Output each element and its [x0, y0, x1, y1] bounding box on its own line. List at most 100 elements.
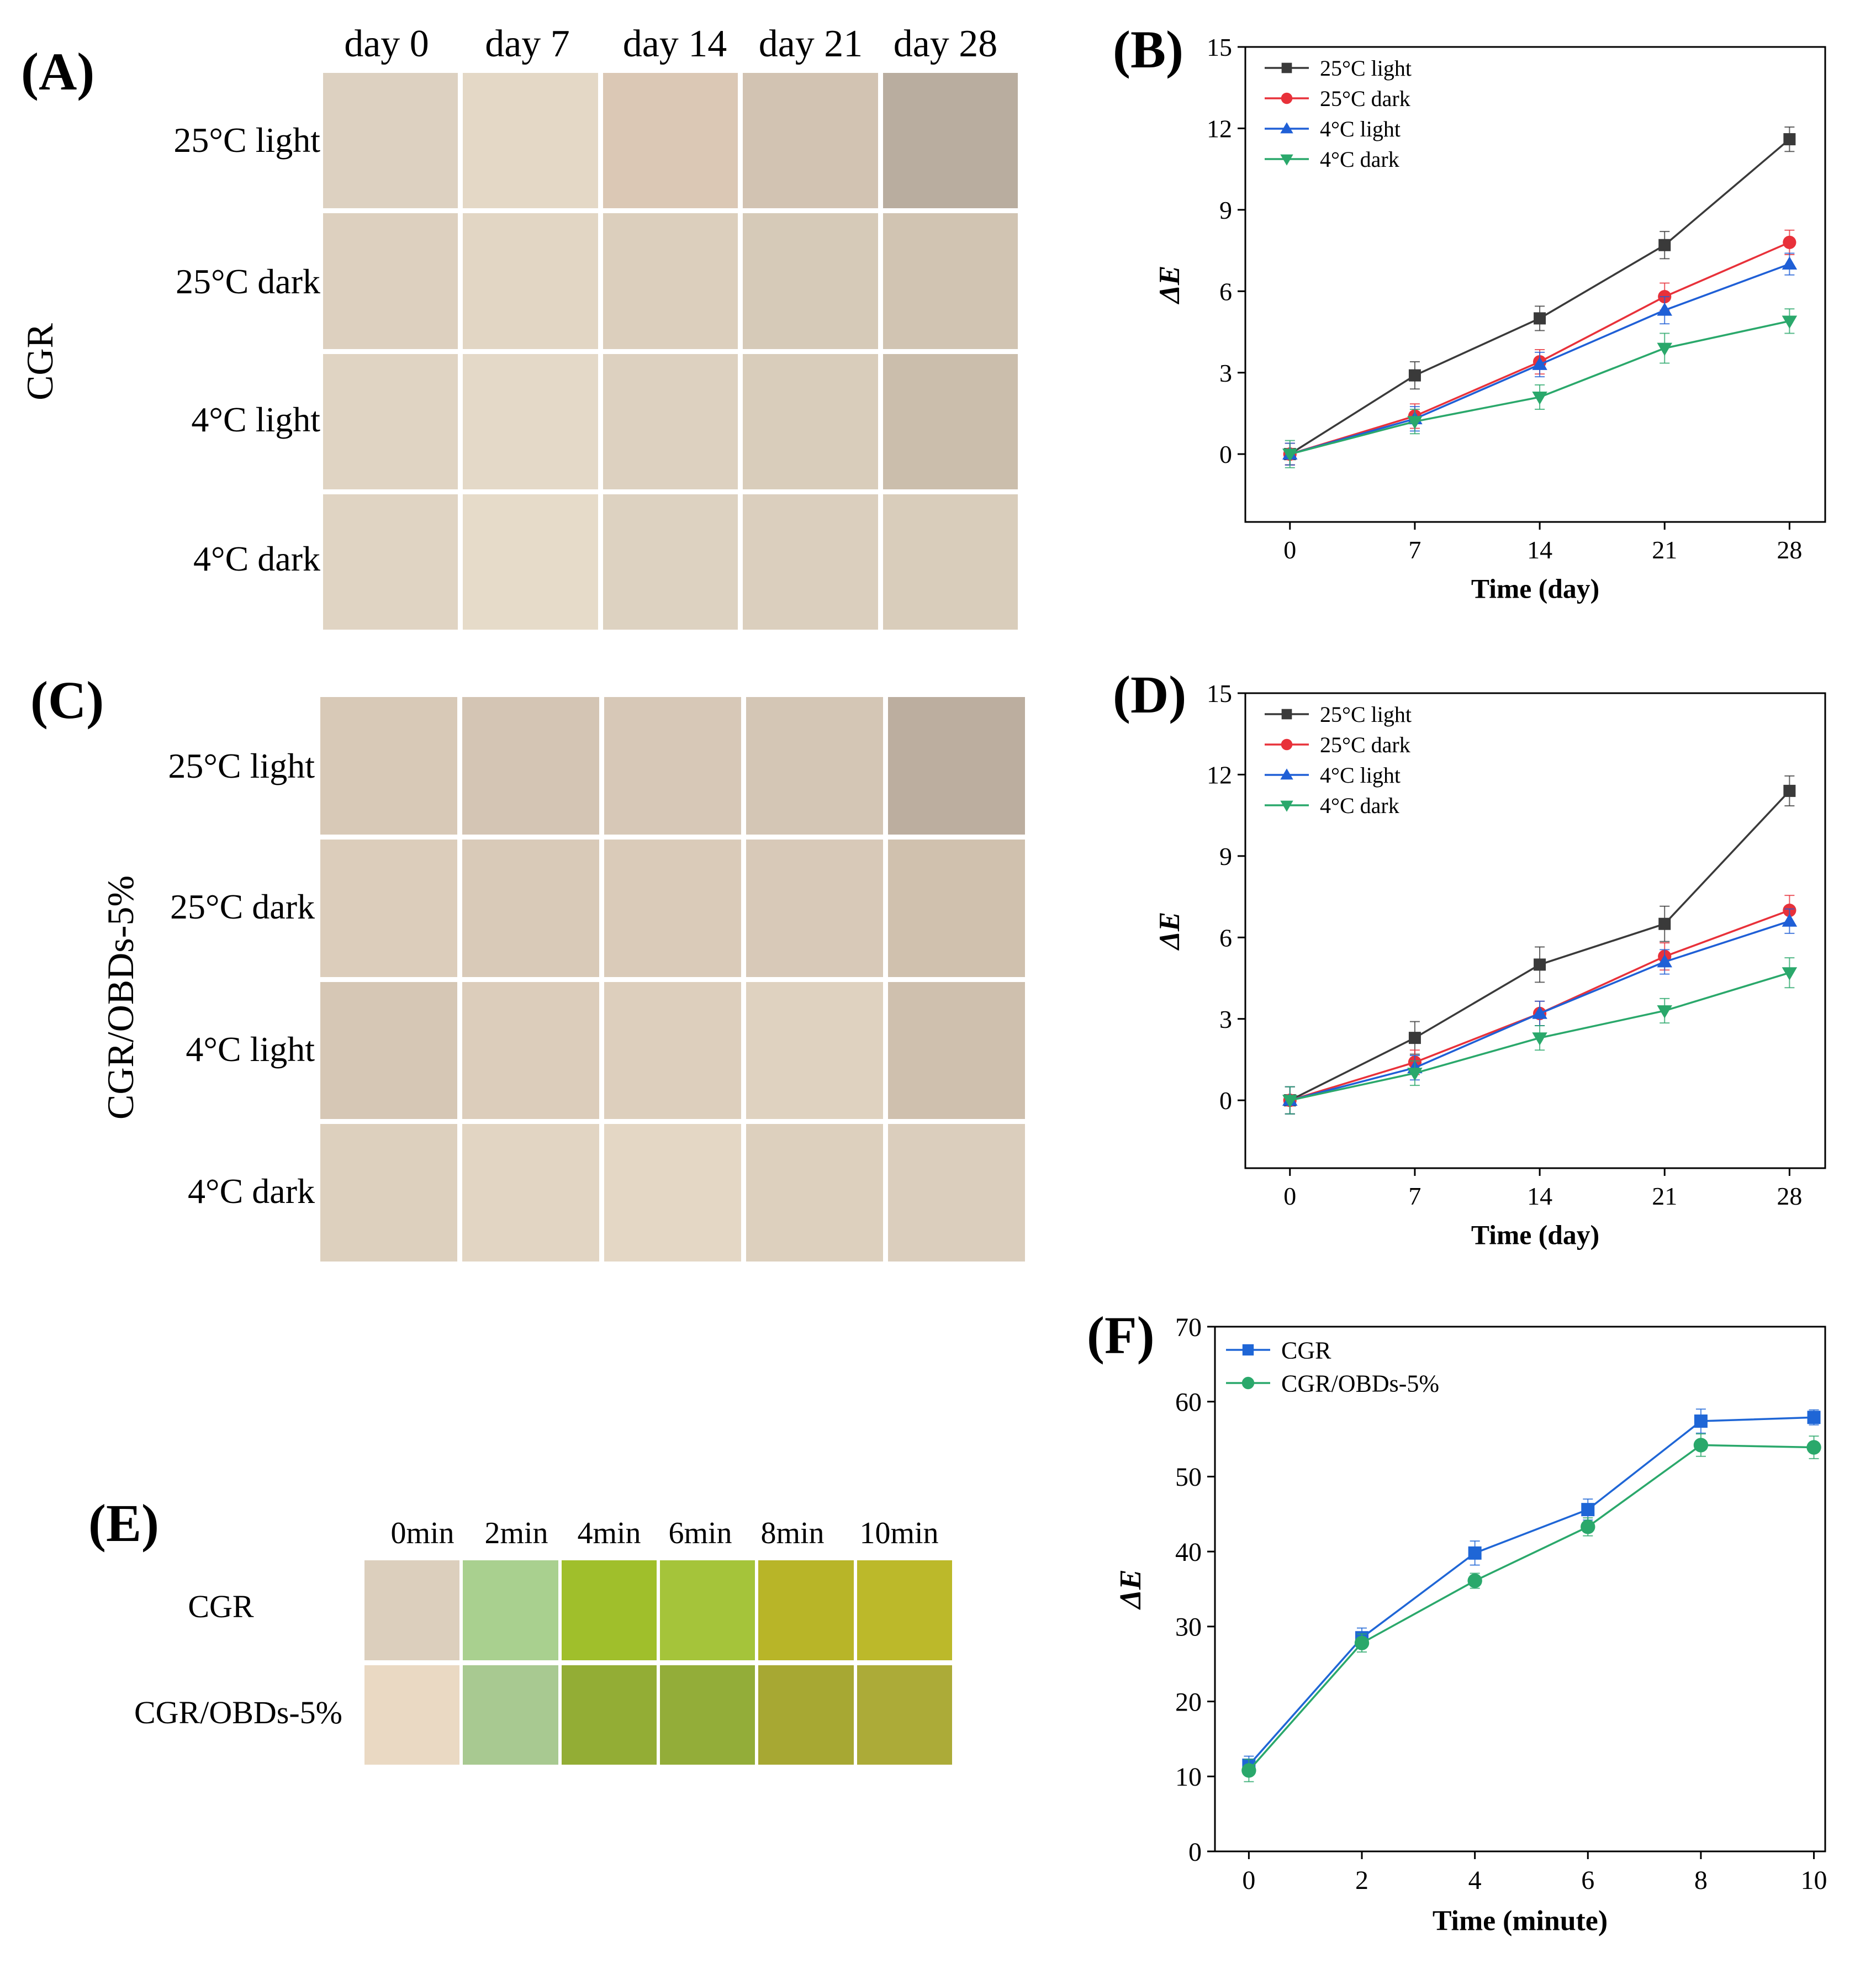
panel-a-swatch-r2-c5	[882, 213, 1018, 349]
panel-c-swatch-r4-c5	[888, 1124, 1025, 1262]
data-point	[1782, 914, 1798, 927]
data-point	[1408, 369, 1421, 382]
series-line	[1248, 1416, 1814, 1766]
series-CGR/OBDs-5%	[1241, 1433, 1821, 1782]
panel-e-swatch-r2-c1	[364, 1665, 460, 1765]
legend-marker	[1280, 122, 1293, 134]
data-point	[1783, 784, 1796, 797]
x-tick-label: 0	[1283, 1182, 1296, 1210]
data-point	[1407, 416, 1423, 429]
y-axis-label: ΔE	[1113, 1569, 1147, 1609]
data-point	[1581, 1503, 1595, 1517]
x-axis-label: Time (day)	[1471, 573, 1599, 604]
panel-a-row-header: 25°C light	[173, 120, 320, 160]
legend: CGR CGR/OBDs-5%	[1226, 1337, 1439, 1397]
panel-e-swatch-r1-c6	[857, 1560, 952, 1660]
x-axis-label: Time (minute)	[1433, 1905, 1608, 1936]
panel-e-col-header: 2min	[484, 1516, 548, 1550]
panel-c-swatch-r2-c2	[462, 839, 599, 977]
panel-e-swatch-r2-c4	[659, 1665, 755, 1765]
panel-e-swatch-r2-c2	[463, 1665, 558, 1765]
panel-c-swatch-r2-c1	[320, 839, 457, 977]
panel-a-swatch-r3-c1	[323, 353, 458, 489]
legend: 25°C light 25°C dark 4°C light 4°C dark	[1265, 702, 1412, 818]
panel-a-swatch-r1-c5	[882, 73, 1018, 209]
legend-label: 4°C light	[1320, 763, 1401, 788]
panel-a-col-header: day 21	[758, 23, 863, 65]
panel-e-row-header: CGR/OBDs-5%	[134, 1695, 342, 1730]
panel-a-swatch-r1-c2	[463, 73, 598, 209]
legend-label: 25°C dark	[1320, 732, 1410, 757]
data-point	[1408, 1032, 1421, 1044]
panel-a-col-header: day 7	[485, 23, 570, 65]
data-point	[1806, 1440, 1821, 1455]
data-point	[1783, 235, 1796, 249]
data-point	[1693, 1438, 1709, 1453]
panel-e-swatch-r2-c6	[857, 1665, 952, 1765]
data-point	[1534, 958, 1546, 971]
data-point	[1467, 1573, 1482, 1588]
panel-a-swatch-r4-c2	[463, 494, 598, 630]
panel-a-swatch-r4-c3	[603, 494, 738, 630]
panel-a-swatch-r3-c3	[603, 353, 738, 489]
panel-c-swatch-r4-c4	[746, 1124, 883, 1262]
panel-a-swatch-grid	[323, 73, 1018, 630]
series-4°C light	[1282, 908, 1798, 1115]
panel-c-swatch-r1-c3	[604, 697, 741, 835]
panel-a-swatch-r4-c4	[743, 494, 878, 630]
panel-a-side-label: CGR	[19, 323, 61, 400]
x-tick-label: 6	[1581, 1866, 1594, 1895]
y-tick-label: 30	[1175, 1613, 1202, 1642]
chart-f: 0 10 20 30 40 50 60 70 0 2 4 6 8 10 Time (minute) ΔE CGR…	[1113, 1313, 1827, 1937]
y-axis-label: ΔE	[1154, 266, 1186, 304]
panel-e-col-header: 10min	[859, 1516, 939, 1550]
panel-a-row-header: 4°C light	[191, 400, 320, 439]
y-tick-label: 12	[1207, 115, 1232, 143]
panel-a-col-header: day 0	[344, 23, 429, 65]
series-4°C dark	[1282, 957, 1798, 1115]
y-tick-label: 12	[1207, 761, 1232, 789]
data-point	[1282, 1095, 1298, 1108]
legend-marker	[1280, 800, 1293, 812]
panel-a-row-header: 4°C dark	[193, 539, 320, 578]
data-point	[1658, 917, 1671, 930]
data-point	[1282, 448, 1298, 462]
data-point	[1783, 133, 1796, 146]
y-tick-label: 15	[1207, 33, 1232, 61]
panel-c-swatch-r2-c3	[604, 839, 741, 977]
plot-frame	[1244, 46, 1826, 523]
y-tick-label: 6	[1219, 277, 1232, 305]
data-point	[1532, 1006, 1547, 1019]
legend-label: 4°C light	[1320, 117, 1401, 141]
x-tick-label: 28	[1777, 536, 1802, 564]
data-point	[1782, 967, 1798, 980]
panel-label-b: (B)	[1113, 20, 1183, 79]
data-point	[1241, 1763, 1256, 1778]
legend-label: CGR/OBDs-5%	[1281, 1370, 1439, 1397]
y-tick-label: 60	[1175, 1388, 1202, 1417]
panel-c-swatch-r3-c5	[888, 981, 1025, 1120]
panel-c-swatch-r2-c5	[888, 839, 1025, 977]
panel-a-swatch-r3-c4	[743, 353, 878, 489]
panel-c-row-header: 4°C dark	[188, 1171, 315, 1211]
legend-label: 25°C light	[1320, 56, 1412, 81]
data-point	[1534, 312, 1546, 325]
legend-marker	[1241, 1376, 1255, 1390]
y-tick-label: 3	[1219, 1005, 1232, 1033]
panel-c-side-label: CGR/OBDs-5%	[99, 875, 141, 1120]
panel-c-swatch-r3-c3	[604, 981, 741, 1120]
panel-a-swatch-r2-c4	[743, 213, 878, 349]
panel-a-swatch-r1-c1	[323, 73, 458, 209]
data-point	[1694, 1414, 1708, 1428]
data-point	[1354, 1635, 1370, 1650]
panel-c-swatch-grid	[320, 697, 1025, 1262]
data-point	[1657, 342, 1672, 356]
panel-c-row-header: 25°C light	[168, 746, 315, 785]
y-tick-label: 9	[1219, 196, 1232, 224]
legend-marker	[1280, 154, 1293, 166]
plot-frame	[1244, 692, 1826, 1169]
panel-a-swatch-r4-c5	[882, 494, 1018, 630]
panel-a-col-header: day 14	[622, 23, 727, 65]
panel-label-e: (E)	[88, 1493, 159, 1553]
panel-e-swatch-r2-c5	[758, 1665, 854, 1765]
